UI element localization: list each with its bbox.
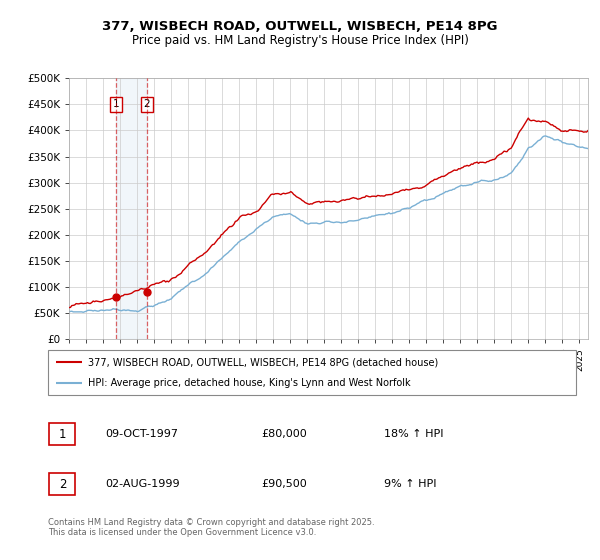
Text: 02-AUG-1999: 02-AUG-1999 <box>105 479 179 489</box>
Text: Price paid vs. HM Land Registry's House Price Index (HPI): Price paid vs. HM Land Registry's House … <box>131 34 469 46</box>
Text: 377, WISBECH ROAD, OUTWELL, WISBECH, PE14 8PG (detached house): 377, WISBECH ROAD, OUTWELL, WISBECH, PE1… <box>88 357 438 367</box>
Text: 1: 1 <box>113 100 119 109</box>
FancyBboxPatch shape <box>49 423 76 445</box>
Text: 2: 2 <box>143 100 150 109</box>
Text: 18% ↑ HPI: 18% ↑ HPI <box>384 429 443 439</box>
Bar <box>116 78 147 339</box>
FancyBboxPatch shape <box>48 350 576 395</box>
Text: 2: 2 <box>59 478 66 491</box>
FancyBboxPatch shape <box>49 473 76 496</box>
Text: Contains HM Land Registry data © Crown copyright and database right 2025.
This d: Contains HM Land Registry data © Crown c… <box>48 518 374 538</box>
Text: 377, WISBECH ROAD, OUTWELL, WISBECH, PE14 8PG: 377, WISBECH ROAD, OUTWELL, WISBECH, PE1… <box>102 20 498 32</box>
Text: £90,500: £90,500 <box>261 479 307 489</box>
Text: 09-OCT-1997: 09-OCT-1997 <box>105 429 178 439</box>
Text: £80,000: £80,000 <box>261 429 307 439</box>
Text: HPI: Average price, detached house, King's Lynn and West Norfolk: HPI: Average price, detached house, King… <box>88 377 410 388</box>
Text: 9% ↑ HPI: 9% ↑ HPI <box>384 479 437 489</box>
Text: 1: 1 <box>59 427 66 441</box>
